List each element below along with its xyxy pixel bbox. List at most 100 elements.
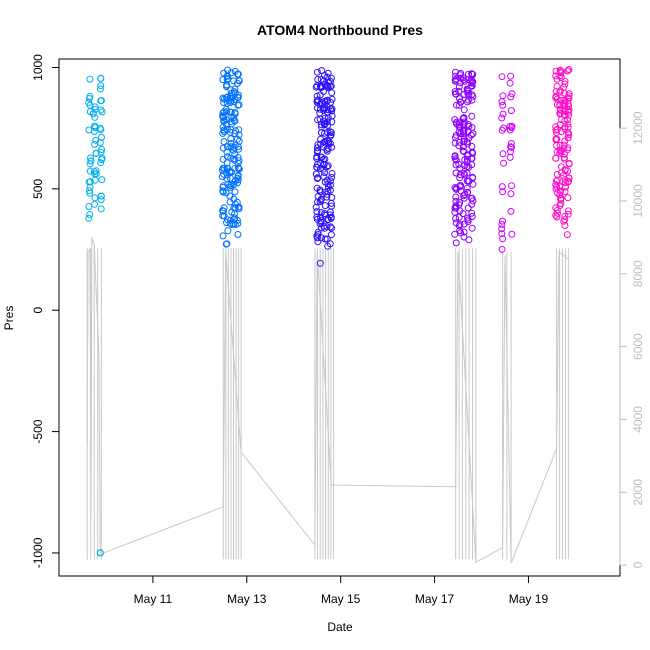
- data-point: [468, 224, 476, 232]
- data-point: [324, 121, 332, 129]
- y-axis: 1000 500 0 -500 -1000: [31, 54, 60, 568]
- data-point: [553, 135, 561, 143]
- y-tick-label: 1000: [31, 54, 45, 81]
- data-point: [231, 117, 239, 125]
- data-point: [220, 212, 228, 220]
- data-point: [234, 172, 242, 179]
- data-point: [316, 198, 324, 206]
- data-point: [561, 111, 568, 119]
- data-point: [508, 182, 516, 190]
- data-point: [552, 88, 560, 96]
- data-point: [324, 114, 332, 122]
- x-tick-label: May 13: [227, 592, 267, 606]
- data-point: [468, 91, 476, 99]
- data-point: [323, 81, 331, 89]
- data-point: [507, 207, 515, 215]
- data-point: [321, 202, 329, 210]
- data-point: [498, 98, 506, 106]
- data-point: [326, 139, 334, 147]
- data-point: [463, 138, 471, 146]
- data-point: [227, 69, 235, 77]
- data-point: [312, 170, 320, 178]
- data-point: [219, 187, 227, 195]
- data-point: [328, 143, 336, 151]
- data-point: [328, 170, 336, 177]
- data-point: [220, 138, 228, 146]
- data-point: [323, 118, 331, 126]
- data-point: [452, 169, 460, 177]
- data-point: [312, 83, 320, 91]
- data-point: [564, 167, 572, 175]
- data-point: [507, 190, 515, 198]
- data-point: [313, 153, 321, 161]
- data-point: [234, 101, 242, 109]
- data-point: [234, 159, 242, 167]
- data-point: [459, 210, 467, 218]
- data-point: [468, 200, 476, 208]
- data-point: [456, 98, 464, 106]
- data-point: [463, 169, 471, 177]
- data-point: [323, 235, 331, 243]
- data-point: [89, 109, 97, 118]
- data-point: [456, 138, 464, 146]
- data-point: [230, 88, 238, 96]
- data-point: [499, 101, 507, 109]
- data-point: [96, 124, 104, 132]
- data-point: [561, 188, 569, 196]
- data-point: [85, 99, 93, 107]
- data-point: [460, 122, 468, 130]
- data-point: [553, 82, 561, 90]
- data-point: [467, 82, 475, 90]
- data-point: [564, 178, 572, 186]
- secondary-line: [86, 237, 569, 564]
- data-point: [235, 203, 243, 211]
- data-point: [460, 228, 468, 236]
- data-point: [507, 107, 515, 115]
- data-point: [508, 230, 516, 238]
- data-point: [323, 163, 331, 171]
- data-point: [498, 73, 506, 81]
- chart-title: ATOM4 Northbound Pres: [257, 22, 423, 38]
- data-point: [97, 106, 105, 114]
- data-point: [316, 213, 324, 221]
- data-point: [560, 217, 568, 225]
- data-point: [328, 118, 336, 126]
- data-point: [564, 210, 572, 218]
- data-point: [97, 205, 105, 213]
- data-point: [233, 135, 241, 143]
- data-point: [455, 87, 463, 95]
- x-tick-label: May 11: [134, 592, 173, 606]
- data-point: [565, 111, 573, 119]
- y2-axis: 0 2000 4000 6000 8000 10000 12000: [619, 111, 645, 568]
- data-point: [507, 72, 515, 80]
- data-point: [230, 98, 238, 106]
- data-point: [233, 198, 241, 206]
- data-point: [96, 85, 104, 93]
- data-point: [464, 89, 472, 97]
- data-point: [565, 174, 573, 182]
- data-point: [469, 180, 477, 188]
- data-point: [96, 549, 104, 557]
- data-point: [465, 122, 473, 130]
- data-point: [230, 215, 238, 223]
- data-point: [508, 143, 515, 151]
- y-tick-label: 0: [31, 307, 45, 314]
- data-point: [467, 131, 475, 139]
- data-point: [326, 211, 334, 219]
- data-point: [463, 184, 471, 192]
- data-point: [327, 131, 335, 139]
- data-point: [468, 154, 476, 162]
- y-tick-label: -500: [31, 419, 45, 443]
- y2-tick-label: 4000: [631, 406, 645, 433]
- data-point: [499, 110, 507, 118]
- data-point: [230, 114, 238, 122]
- data-point: [554, 209, 561, 217]
- data-point: [564, 134, 572, 142]
- data-point: [91, 200, 99, 208]
- data-point: [464, 218, 472, 226]
- data-point: [234, 143, 242, 151]
- data-point: [323, 147, 331, 155]
- data-point: [459, 147, 467, 155]
- data-point: [235, 126, 243, 134]
- data-point: [86, 211, 94, 218]
